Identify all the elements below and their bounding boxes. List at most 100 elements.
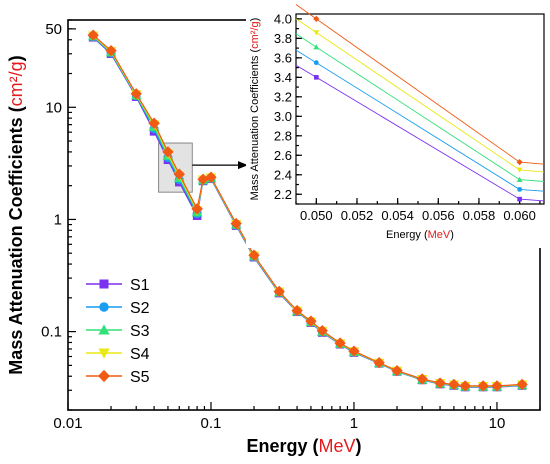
legend-marker-s5 (97, 369, 111, 383)
x-axis-unit: MeV (319, 436, 356, 456)
main-point-s5 (291, 304, 303, 317)
zoom-arrow-head (238, 161, 248, 170)
inset-plot-frame (295, 13, 545, 205)
inset-point-s3 (516, 176, 523, 182)
inset-y-tick-label: 2.2 (274, 187, 292, 202)
zoom-point-s5 (162, 146, 174, 158)
main-point-s5 (448, 378, 460, 391)
legend-label-s4: S4 (130, 346, 150, 363)
main-point-s5 (334, 337, 346, 349)
legend: S1 S2 S3 S4 S5 (86, 277, 150, 386)
inset-point-s4 (516, 167, 523, 173)
main-point-s5 (130, 88, 142, 100)
inset-y-tick-label: 3.8 (274, 31, 292, 46)
inset-x-axis-unit: MeV (428, 229, 451, 241)
zoom-line-s5 (153, 123, 198, 210)
main-point-s5 (316, 324, 328, 337)
y-tick-label: 50 (45, 21, 62, 38)
zoom-line-s4 (153, 124, 198, 211)
y-tick-label: 10 (45, 99, 62, 116)
main-point-s5 (459, 380, 471, 392)
inset-y-tick-label: 2.8 (274, 128, 292, 143)
zoom-point-s5 (191, 203, 203, 215)
main-point-s5 (197, 173, 209, 185)
inset-y-tick-label: 3.6 (274, 50, 292, 65)
main-point-s5 (391, 365, 403, 377)
inset-line-s5 (295, 4, 545, 165)
inset-y-axis: 2.2 2.4 2.6 2.8 3.0 3.2 3.4 3.6 3.8 4.0 (274, 11, 302, 205)
y-axis-title-text: Mass Attenuation Coefficients (6, 117, 26, 374)
inset-x-tick-label: 0.058 (463, 208, 496, 223)
inset-point-s1 (517, 196, 522, 202)
x-axis-title-text: Energy (246, 436, 307, 456)
inset-y-tick-label: 2.6 (274, 148, 292, 163)
inset-y-tick-label: 4.0 (274, 11, 292, 26)
inset-x-tick-label: 0.050 (300, 208, 333, 223)
inset-x-tick-label: 0.056 (422, 208, 455, 223)
inset-x-axis-title: Energy (MeV) (386, 229, 454, 241)
inset-plot: 0.050 0.052 0.054 0.056 0.058 0.060 2.2 2.4 2.6… (246, 4, 550, 248)
main-point-s5 (305, 315, 317, 327)
main-point-s5 (87, 29, 99, 41)
inset-point-s1 (314, 75, 319, 80)
legend-label-s2: S2 (130, 300, 150, 317)
legend-label-s5: S5 (130, 369, 150, 386)
inset-point-s2 (313, 60, 319, 66)
main-y-axis: 0.1 1 10 50 (41, 19, 76, 411)
main-point-s5 (477, 380, 489, 392)
main-series-zoom-overlay (148, 117, 203, 220)
inset-y-axis-title-text: Mass Attenuation Coefficients (249, 55, 261, 200)
inset-line-s2 (295, 49, 545, 192)
main-plot: 0.01 0.1 1 10 0.1 1 10 50 Energy (MeV) Mass At… (6, 19, 541, 456)
inset-y-axis-unit: cm²/g (249, 21, 261, 49)
zoom-point-s5 (173, 168, 185, 180)
inset-point-s4 (313, 30, 320, 36)
inset-y-tick-label: 3.4 (274, 70, 292, 85)
x-tick-label: 1 (350, 415, 358, 432)
x-tick-label: 0.1 (201, 415, 222, 432)
inset-x-tick-label: 0.060 (503, 208, 536, 223)
inset-point-s5 (313, 15, 320, 22)
main-point-s5 (416, 373, 428, 385)
inset-x-tick-label: 0.052 (341, 208, 374, 223)
main-point-s5 (491, 380, 503, 392)
x-tick-label: 10 (489, 415, 506, 432)
legend-marker-s2 (99, 302, 109, 312)
legend-marker-s3 (98, 324, 110, 335)
x-axis-title: Energy (MeV) (246, 436, 361, 456)
zoom-line-s3 (153, 126, 198, 213)
main-point-s5 (516, 378, 528, 391)
main-point-s5 (205, 171, 217, 183)
legend-label-s1: S1 (130, 277, 150, 294)
x-tick-label: 0.01 (53, 415, 82, 432)
main-point-s5 (348, 345, 360, 357)
y-axis-title: Mass Attenuation Coefficients (cm²/g) (6, 55, 26, 374)
inset-line-s4 (295, 18, 545, 173)
inset-y-tick-label: 2.4 (274, 167, 292, 182)
inset-series-group (295, 4, 545, 202)
main-x-axis: 0.01 0.1 1 10 (53, 402, 541, 432)
main-point-s5 (105, 44, 117, 57)
inset-point-s3 (313, 44, 320, 50)
inset-y-tick-label: 3.0 (274, 109, 292, 124)
legend-marker-s4 (98, 348, 110, 359)
main-point-s5 (373, 357, 385, 369)
y-tick-label: 1 (54, 211, 62, 228)
inset-point-s2 (517, 186, 523, 192)
inset-x-axis-title-text: Energy (386, 229, 421, 241)
main-point-s5 (230, 217, 242, 230)
inset-x-tick-label: 0.054 (381, 208, 414, 223)
zoom-line-s1 (153, 131, 198, 216)
zoom-line-s2 (153, 128, 198, 215)
main-point-s5 (273, 285, 285, 298)
legend-marker-s1 (99, 279, 109, 289)
inset-point-s5 (516, 158, 523, 166)
legend-label-s3: S3 (130, 323, 150, 340)
inset-y-axis-title: Mass Attenuation Coefficients (cm²/g) (249, 18, 261, 201)
y-axis-unit: cm²/g (6, 61, 26, 106)
inset-line-s1 (295, 64, 545, 202)
inset-line-s3 (295, 33, 545, 182)
zoom-point-s5 (148, 117, 160, 129)
y-tick-label: 0.1 (41, 324, 62, 341)
